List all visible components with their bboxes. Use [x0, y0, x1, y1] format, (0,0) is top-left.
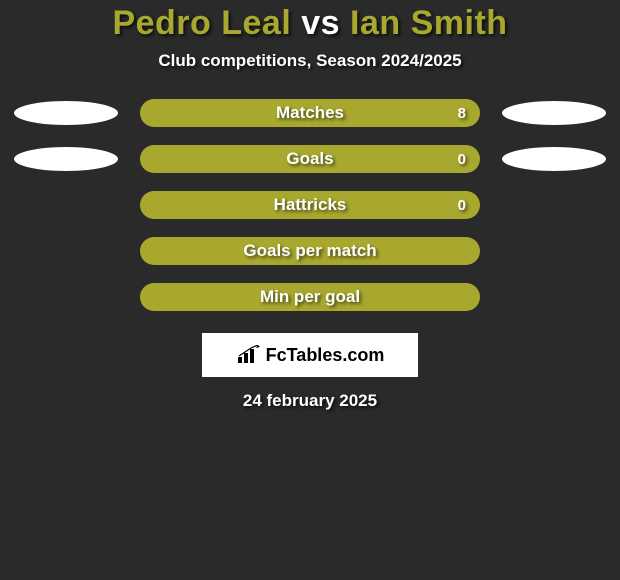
player1-name: Pedro Leal	[112, 4, 291, 42]
logo-box: FcTables.com	[202, 333, 418, 377]
stat-label: Goals per match	[243, 241, 376, 261]
left-ellipse	[14, 101, 118, 125]
stat-rows: Matches 8 Goals 0 Hattricks 0 Goals per match M…	[0, 99, 620, 311]
page-title: Pedro Leal vs Ian Smith	[112, 4, 507, 43]
stat-bar: Goals per match	[140, 237, 480, 265]
logo-text: FcTables.com	[266, 345, 385, 366]
stat-bar: Hattricks 0	[140, 191, 480, 219]
stat-label: Hattricks	[274, 195, 347, 215]
subtitle: Club competitions, Season 2024/2025	[158, 51, 461, 71]
stat-bar: Min per goal	[140, 283, 480, 311]
stat-label: Matches	[276, 103, 344, 123]
stat-row: Hattricks 0	[0, 191, 620, 219]
vs-word: vs	[301, 4, 340, 42]
left-ellipse	[14, 147, 118, 171]
right-ellipse	[502, 101, 606, 125]
stat-label: Min per goal	[260, 287, 360, 307]
stat-bar: Matches 8	[140, 99, 480, 127]
right-ellipse	[502, 147, 606, 171]
stat-value: 0	[458, 151, 466, 168]
comparison-card: Pedro Leal vs Ian Smith Club competition…	[0, 0, 620, 411]
stat-label: Goals	[286, 149, 333, 169]
bar-chart-icon	[236, 345, 262, 365]
stat-value: 8	[458, 105, 466, 122]
player2-name: Ian Smith	[350, 4, 508, 42]
stat-value: 0	[458, 197, 466, 214]
stat-bar: Goals 0	[140, 145, 480, 173]
stat-row: Goals per match	[0, 237, 620, 265]
date-line: 24 february 2025	[243, 391, 377, 411]
stat-row: Goals 0	[0, 145, 620, 173]
stat-row: Matches 8	[0, 99, 620, 127]
stat-row: Min per goal	[0, 283, 620, 311]
